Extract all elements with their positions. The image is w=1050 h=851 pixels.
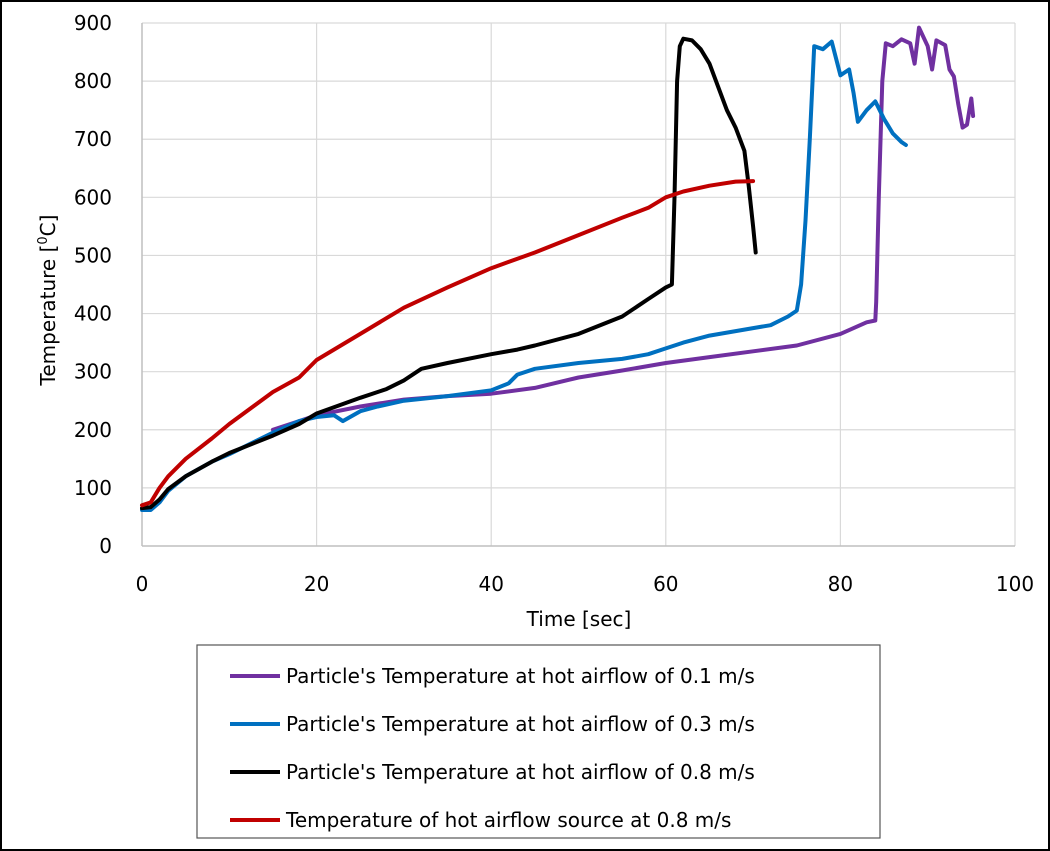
y-axis-title: Temperature [0C] [36, 215, 60, 387]
y-tick-label: 100 [74, 476, 112, 500]
x-tick-label: 80 [828, 572, 853, 596]
series-line-3 [140, 36, 758, 511]
x-tick-label: 60 [653, 572, 678, 596]
y-tick-labels: 0 100 200 300 400 500 600 700 800 900 [74, 11, 112, 558]
series-line-4 [140, 179, 756, 508]
series-lines [140, 25, 976, 512]
y-tick-label: 600 [74, 185, 112, 209]
x-axis-title: Time [sec] [526, 607, 632, 631]
x-tick-label: 0 [136, 572, 149, 596]
y-tick-label: 800 [74, 69, 112, 93]
series-line-2 [140, 39, 908, 512]
x-tick-labels: 0 20 40 60 80 100 [136, 572, 1034, 596]
y-axis-title-superscript: 0 [36, 236, 51, 244]
series-line-1 [270, 25, 976, 432]
y-tick-label: 200 [74, 418, 112, 442]
legend-label-1: Particle's Temperature at hot airflow of… [286, 664, 755, 688]
legend-label-3: Particle's Temperature at hot airflow of… [286, 760, 755, 784]
y-tick-label: 900 [74, 11, 112, 35]
axes [141, 23, 1015, 547]
x-tick-label: 20 [304, 572, 329, 596]
y-tick-label: 700 [74, 127, 112, 151]
legend-label-2: Particle's Temperature at hot airflow of… [286, 712, 755, 736]
legend-box [196, 644, 881, 839]
x-tick-label: 40 [478, 572, 503, 596]
y-axis-title-base: Temperature [ [36, 245, 60, 387]
y-tick-label: 0 [99, 534, 112, 558]
x-tick-label: 100 [996, 572, 1034, 596]
y-tick-label: 400 [74, 302, 112, 326]
y-axis-title-unit: C] [36, 215, 60, 237]
legend: Particle's Temperature at hot airflow of… [196, 644, 881, 839]
y-tick-label: 500 [74, 243, 112, 267]
legend-label-4: Temperature of hot airflow source at 0.8… [285, 808, 731, 832]
grid-lines [142, 22, 1016, 546]
y-tick-label: 300 [74, 360, 112, 384]
